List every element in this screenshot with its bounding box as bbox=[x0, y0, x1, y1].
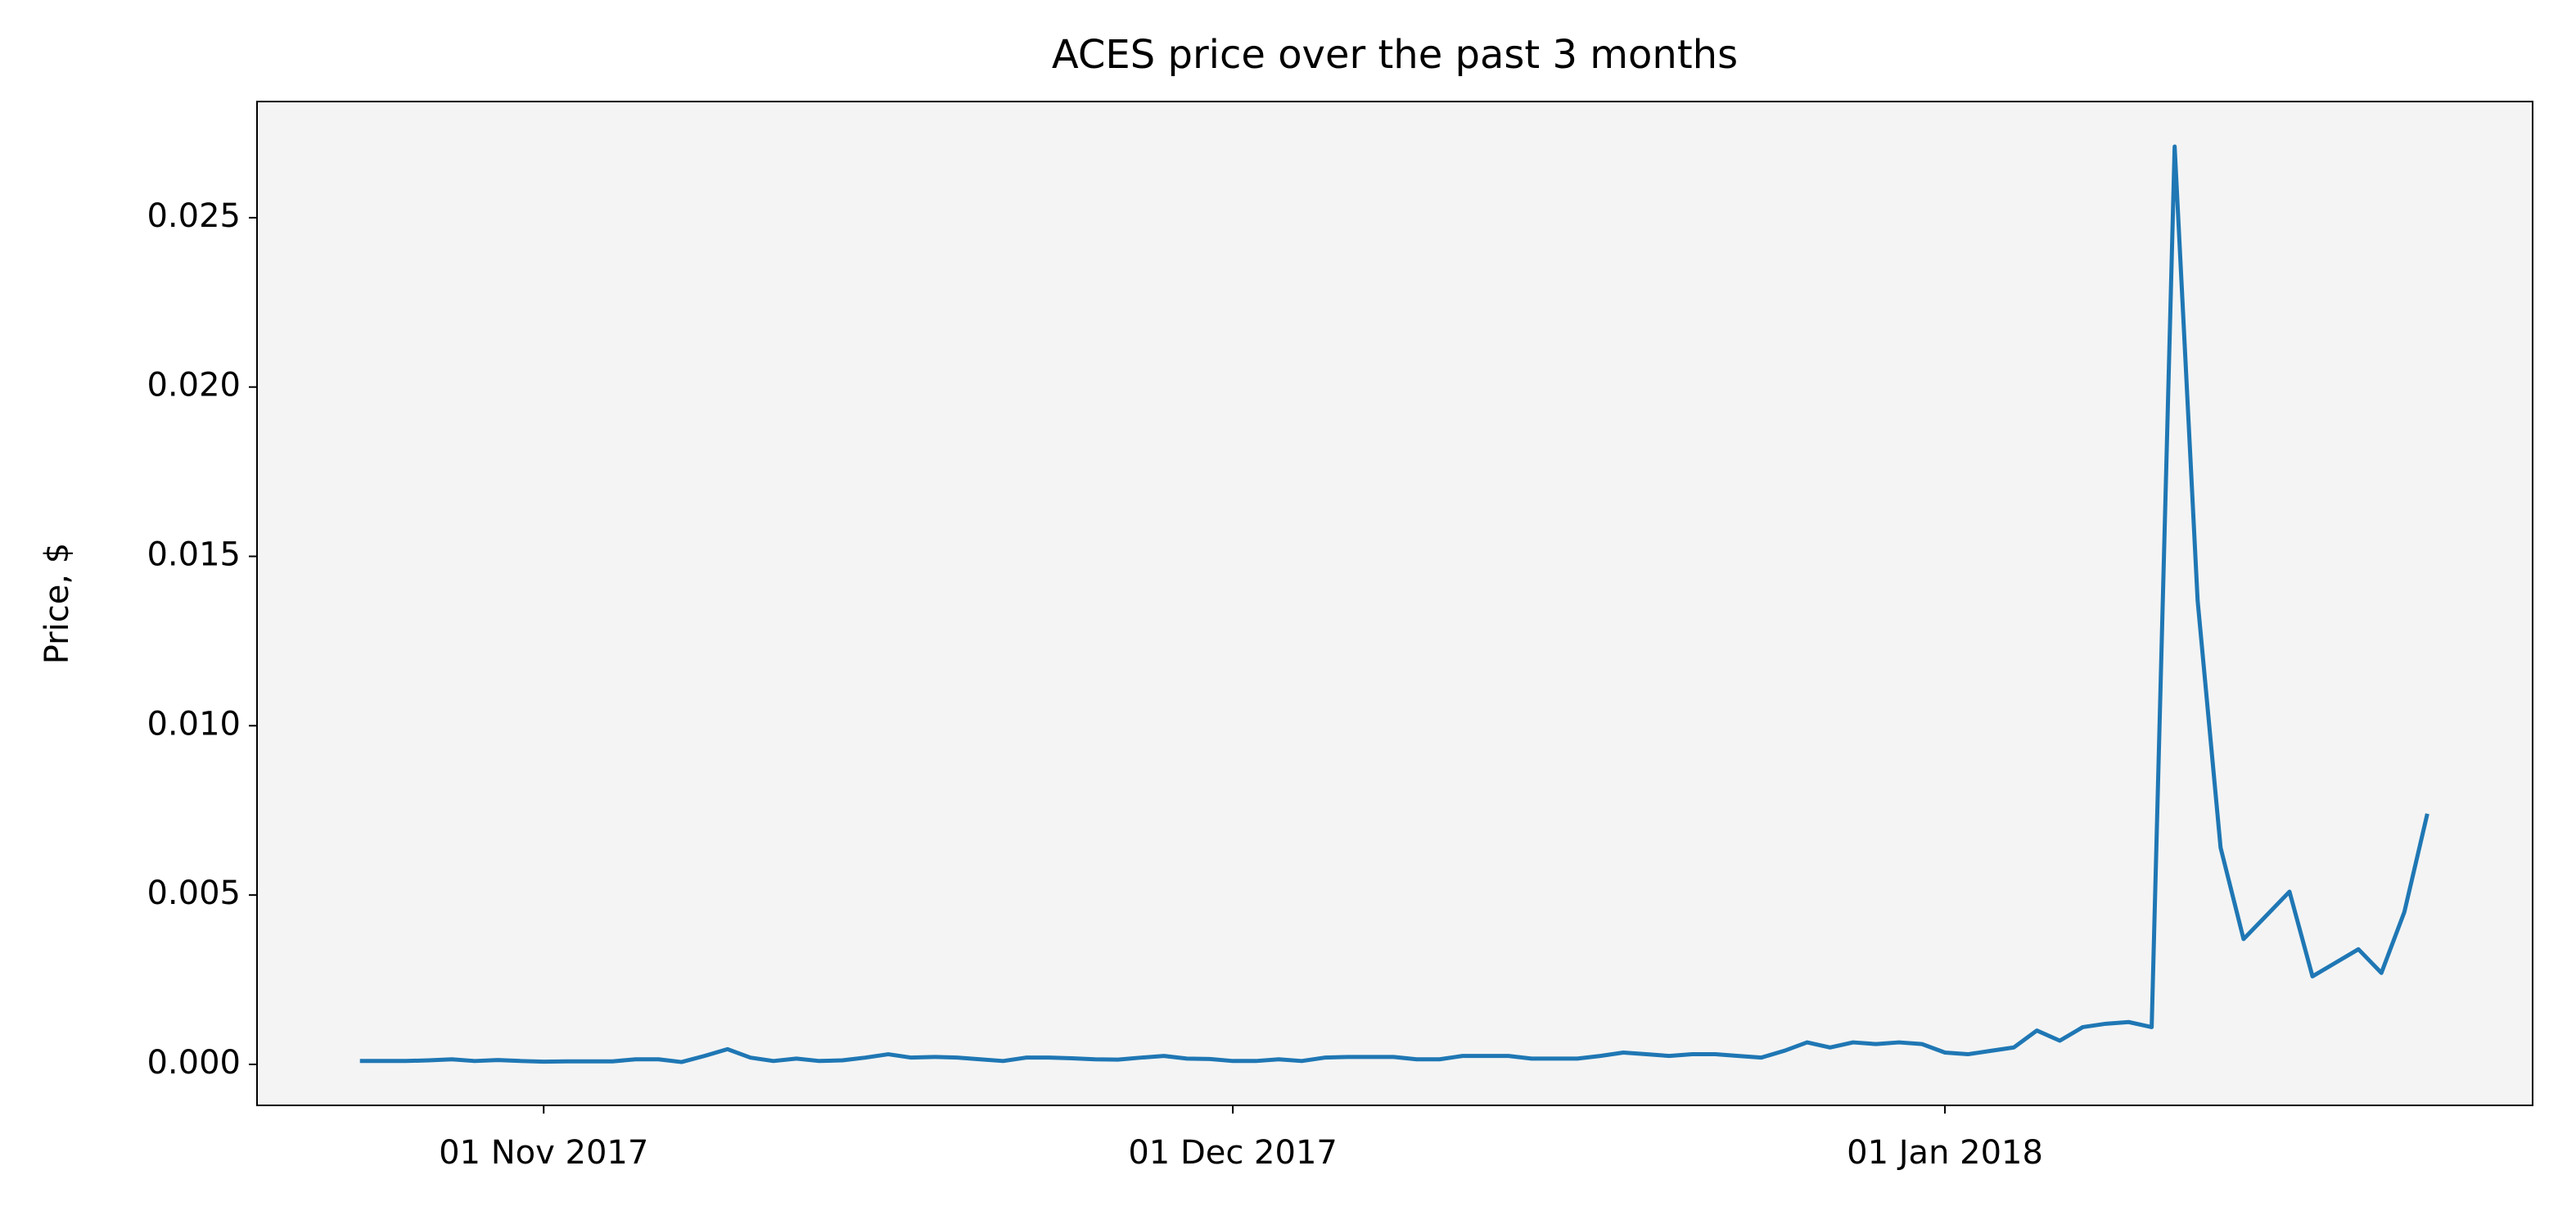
axes-frame bbox=[256, 101, 2533, 1106]
y-tick-label: 0.010 bbox=[147, 705, 241, 743]
y-tick-label: 0.000 bbox=[147, 1044, 241, 1082]
y-tick-label: 0.005 bbox=[147, 874, 241, 912]
x-tick-label: 01 Dec 2017 bbox=[1128, 1134, 1338, 1172]
y-tick-label: 0.020 bbox=[147, 367, 241, 404]
chart-title: ACES price over the past 3 months bbox=[1052, 32, 1738, 78]
x-tick-label: 01 Nov 2017 bbox=[439, 1134, 648, 1172]
y-tick-label: 0.015 bbox=[147, 536, 241, 574]
price-line bbox=[359, 144, 2429, 1064]
plot-area bbox=[257, 102, 2533, 1105]
y-tick-label: 0.025 bbox=[147, 197, 241, 235]
y-axis-label: Price, $ bbox=[38, 543, 76, 664]
x-tick-label: 01 Jan 2018 bbox=[1847, 1134, 2043, 1172]
